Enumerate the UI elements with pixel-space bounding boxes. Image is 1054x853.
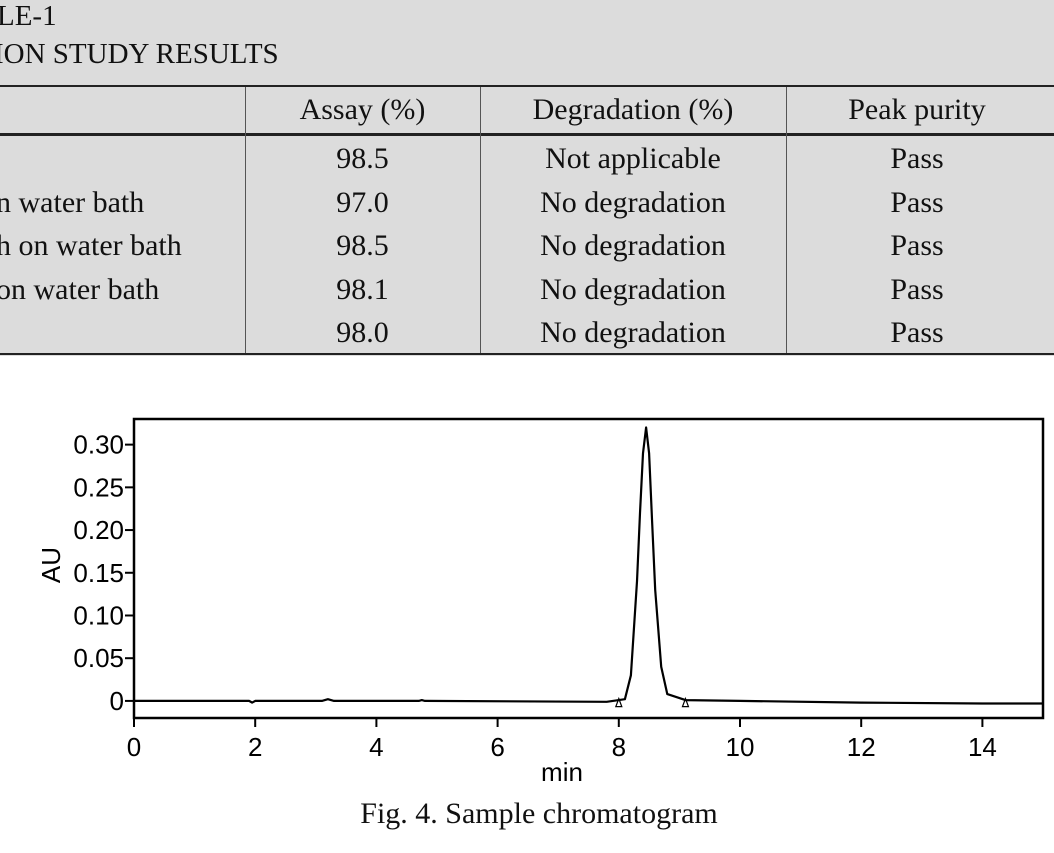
y-tick-label: 0.20: [73, 515, 124, 545]
row-purity: Pass: [890, 229, 944, 262]
y-tick-label: 0.05: [73, 643, 124, 673]
row-degradation: No degradation: [540, 186, 726, 219]
row-assay: 98.5: [336, 142, 389, 175]
x-tick-label: 14: [968, 732, 997, 762]
x-tick-label: 4: [369, 732, 383, 762]
row-degradation: No degradation: [540, 273, 726, 306]
y-axis-label: AU: [36, 547, 66, 583]
row-condition: n water bath: [0, 186, 145, 219]
y-axis: 0 0.05 0.10 0.15 0.20 0.25 0.30: [73, 430, 134, 716]
column-divider: [480, 87, 481, 353]
row-purity: Pass: [890, 273, 944, 306]
x-tick-label: 0: [127, 732, 141, 762]
figure-caption: Fig. 4. Sample chromatogram: [360, 797, 718, 830]
x-tick-label: 6: [490, 732, 504, 762]
chromatogram-trace: [134, 426, 1043, 705]
y-tick-label: 0.15: [73, 558, 124, 588]
row-degradation: No degradation: [540, 229, 726, 262]
x-tick-label: 2: [248, 732, 262, 762]
header-assay: Assay (%): [299, 93, 426, 126]
table-header-rule: [0, 133, 1054, 136]
y-tick-label: 0: [110, 686, 124, 716]
x-tick-label: 12: [847, 732, 876, 762]
table-caption-line-2: ION STUDY RESULTS: [0, 38, 279, 70]
table-bottom-rule: [0, 353, 1054, 355]
x-axis-label: min: [541, 757, 583, 787]
row-degradation: Not applicable: [545, 142, 721, 175]
header-peak-purity: Peak purity: [848, 93, 986, 126]
row-assay: 98.0: [336, 316, 389, 349]
row-assay: 98.5: [336, 229, 389, 262]
table-top-rule: [0, 85, 1054, 87]
x-tick-label: 10: [726, 732, 755, 762]
peak-markers: [614, 696, 690, 708]
plot-frame: [132, 417, 1045, 720]
row-purity: Pass: [890, 186, 944, 219]
column-divider: [786, 87, 787, 353]
baseline-marker: [681, 696, 690, 708]
row-assay: 97.0: [336, 186, 389, 219]
row-purity: Pass: [890, 142, 944, 175]
y-tick-label: 0.30: [73, 430, 124, 460]
row-purity: Pass: [890, 316, 944, 349]
chromatogram-chart: 0 2 4 6 8 10 12 14 0 0.05 0.10 0.15 0.20 0.25 0.30 mi…: [36, 417, 1045, 787]
column-divider: [245, 87, 246, 353]
row-assay: 98.1: [336, 273, 389, 306]
row-degradation: No degradation: [540, 316, 726, 349]
table-caption-line-1: LE-1: [0, 0, 57, 32]
y-tick-label: 0.10: [73, 600, 124, 630]
x-tick-label: 8: [612, 732, 626, 762]
row-condition: h on water bath: [0, 229, 182, 262]
header-degradation: Degradation (%): [532, 93, 734, 126]
row-condition: on water bath: [0, 273, 160, 306]
x-axis: 0 2 4 6 8 10 12 14: [127, 718, 997, 762]
y-tick-label: 0.25: [73, 472, 124, 502]
baseline-marker: [614, 696, 623, 708]
results-table: LE-1 ION STUDY RESULTS Assay (%) Degrada…: [0, 0, 1054, 356]
